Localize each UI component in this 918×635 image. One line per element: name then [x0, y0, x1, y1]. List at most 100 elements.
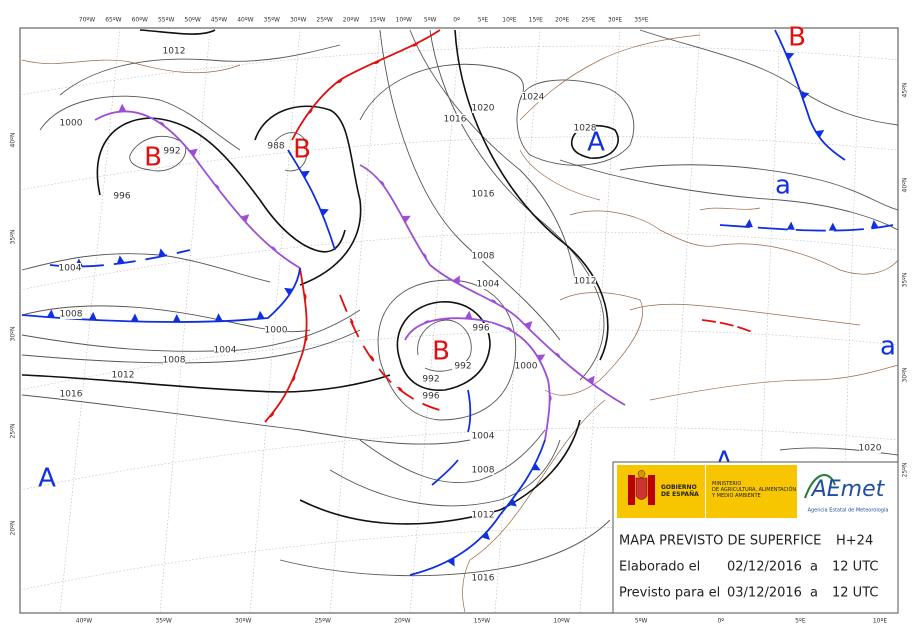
front-triangle — [118, 103, 127, 112]
bottom-axis-label: 20ºW — [394, 618, 410, 625]
front-semicircle — [396, 386, 403, 392]
front-triangle — [301, 170, 310, 179]
top-axis-label: 15ºE — [529, 17, 543, 24]
isobar-label-bg — [472, 251, 494, 261]
front-semicircle — [305, 334, 308, 343]
top-axis-label: 20ºE — [555, 17, 569, 24]
pressure-center: A — [38, 464, 56, 494]
isobar-label-bg — [472, 431, 494, 441]
front-semicircle — [349, 318, 354, 326]
top-axis-label: 45ºW — [211, 17, 227, 24]
front-semicircle — [369, 355, 375, 362]
isobar-label: 1004 — [477, 280, 500, 290]
front-semicircle — [303, 292, 307, 301]
front-triangle — [240, 214, 250, 223]
front-semicircle — [372, 60, 381, 64]
front-semicircle — [335, 78, 343, 84]
gov-logo-text: GOBIERNO DE ESPAÑA — [661, 484, 699, 498]
front-semicircle — [158, 121, 165, 127]
valid-date: 03/12/2016 — [727, 586, 802, 601]
info-title: MAPA PREVISTO DE SUPERFICE — [619, 534, 821, 549]
isobar-label: 1004 — [214, 346, 237, 356]
top-axis-label: 55ºW — [158, 17, 174, 24]
top-axis-label: 5ºE — [478, 17, 489, 24]
front-triangle — [828, 222, 837, 231]
isobar-label: 992 — [454, 362, 471, 372]
bottom-axis-label: 10ºW — [553, 618, 569, 625]
isobar-label: 1008 — [472, 466, 495, 476]
front-triangle — [214, 313, 223, 322]
valid-time: 12 UTC — [832, 586, 878, 601]
front-semicircle — [423, 320, 431, 324]
isobar-label: 1008 — [472, 252, 495, 262]
bottom-axis-label: 25ºW — [315, 618, 331, 625]
front-triangle — [523, 321, 533, 330]
isobar-label-bg — [472, 573, 494, 583]
front-triangle — [46, 309, 55, 318]
front-semicircle — [291, 374, 296, 383]
isobar-label-bg — [472, 189, 494, 199]
front-triangle — [447, 557, 455, 567]
pressure-center: a — [775, 171, 791, 201]
front-triangle — [319, 208, 329, 217]
made-time: 12 UTC — [832, 560, 878, 575]
front-semicircle — [422, 252, 427, 260]
front-semicircle — [270, 246, 277, 252]
info-panel: GOBIERNO DE ESPAÑA MINISTERIO DE AGRICULT… — [612, 461, 899, 614]
bottom-axis-label: 15ºW — [474, 618, 490, 625]
isobar-label-bg — [452, 361, 474, 371]
ministry-line: DE AGRICULTURA, ALIMENTACIÓN — [712, 486, 796, 493]
left-axis-label: 25ºN — [10, 424, 17, 439]
isobar-label-bg — [472, 465, 494, 475]
isobar-label: 1012 — [472, 511, 495, 521]
isobar-label-bg — [470, 323, 492, 333]
front-semicircle — [505, 327, 513, 332]
isobar-label: 1020 — [859, 444, 882, 454]
aemet-full-name: Agencia Estatal de Meteorología — [808, 507, 889, 514]
right-axis-label: 40ºN — [902, 178, 909, 193]
isobar-label: 1020 — [472, 104, 495, 114]
front-triangle — [744, 219, 753, 228]
right-axis-label: 25ºN — [902, 463, 909, 478]
isobar-label-bg — [574, 123, 596, 133]
front-triangle — [785, 52, 795, 61]
coat-of-arms — [628, 470, 655, 505]
top-axis-label: 0º — [453, 17, 460, 24]
front-triangle — [172, 313, 181, 322]
isobar-label-bg — [60, 118, 82, 128]
labels: 70ºW 65ºW 60ºW 55ºW 50ºW 45ºW 40ºW 35ºW 30ºW 25ºW… — [10, 17, 909, 625]
right-axis-label: 30ºN — [902, 368, 909, 383]
valid-label: Previsto para el — [619, 586, 720, 601]
top-axis-label: 5ºW — [424, 17, 437, 24]
top-axis-label: 25ºE — [581, 17, 595, 24]
front-line — [774, 29, 846, 161]
bottom-axis-label: 0º — [717, 618, 724, 625]
made-label: Elaborado el — [619, 560, 700, 575]
bottom-axis-label: 5ºW — [635, 618, 648, 625]
isobar-label-bg — [163, 355, 185, 365]
front-triangle — [508, 498, 517, 507]
isobar-label: 1016 — [60, 390, 83, 400]
front-triangle — [256, 310, 265, 320]
pressure-center: B — [293, 135, 311, 165]
ministry-text: MINISTERIO DE AGRICULTURA, ALIMENTACIÓN … — [711, 481, 798, 499]
front-triangle — [116, 255, 125, 264]
left-axis-label: 35ºN — [10, 230, 17, 245]
isobar-label-bg — [472, 103, 494, 113]
gov-line: DE ESPAÑA — [661, 491, 699, 498]
valid-at: a — [810, 586, 818, 601]
front-semicircle — [379, 180, 385, 187]
pressure-center: B — [788, 23, 806, 53]
isobar-label: 996 — [422, 392, 439, 402]
isobar-label: 1004 — [472, 432, 495, 442]
front-semicircle — [307, 107, 313, 114]
front-triangle — [870, 220, 879, 229]
pressure-center: A — [587, 128, 605, 158]
isobar-label-bg — [60, 309, 82, 319]
front-triangle — [481, 531, 490, 540]
front-line — [339, 294, 441, 411]
top-axis-label: 15ºW — [369, 17, 385, 24]
isobar-label: 1016 — [444, 115, 467, 125]
